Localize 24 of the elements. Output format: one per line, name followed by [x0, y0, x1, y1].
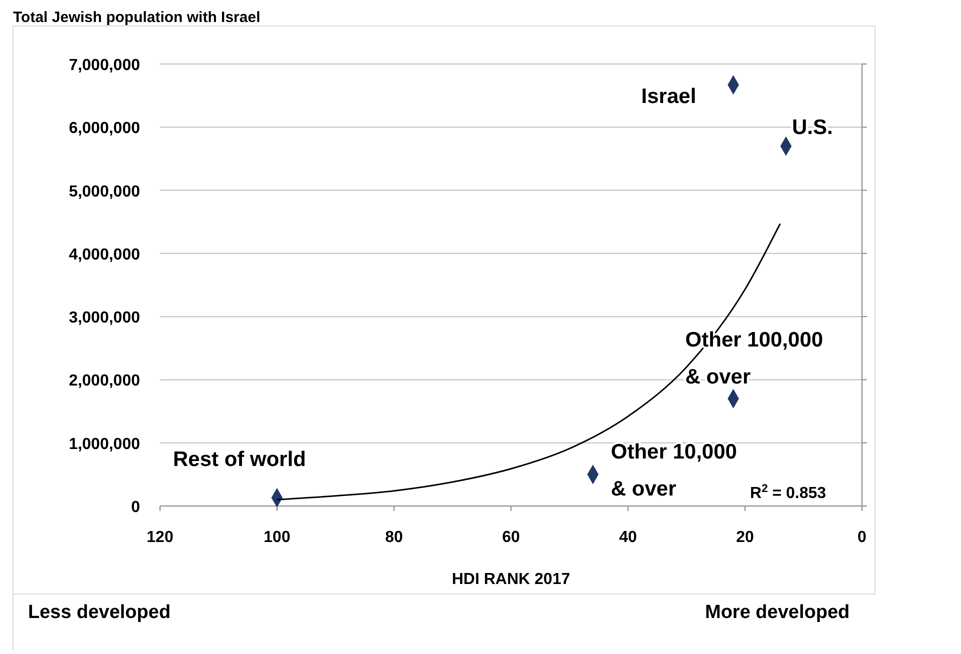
- chart-title: Total Jewish population with Israel: [13, 9, 260, 26]
- text: More developed: [705, 602, 850, 623]
- y-tick-label: 2,000,000: [68, 372, 140, 390]
- annotation: U.S.: [792, 116, 833, 140]
- y-tick-label: 4,000,000: [68, 246, 140, 264]
- x-tick-label: 0: [858, 529, 867, 546]
- x-tick-label: 100: [264, 529, 290, 546]
- x-tick-label: 20: [736, 529, 754, 546]
- y-tick-label: 0: [131, 499, 140, 516]
- x-axis-title: HDI RANK 2017: [452, 571, 570, 588]
- y-tick-label: 6,000,000: [68, 120, 140, 138]
- y-tick-label: 5,000,000: [68, 183, 140, 200]
- x-tick-label: 80: [385, 529, 403, 546]
- annotation: Other 10,000 & over: [610, 440, 737, 500]
- x-tick-label: 60: [502, 529, 520, 546]
- x-tick-label: 120: [146, 529, 174, 546]
- annotation: Rest of world: [173, 448, 306, 471]
- x-tick-label: 40: [619, 529, 637, 546]
- annotation: R$^{2}$ = 0.853: [750, 483, 826, 502]
- y-tick-label: 7,000,000: [68, 57, 140, 74]
- y-tick-label: 1,000,000: [68, 436, 140, 453]
- text: Less developed: [28, 602, 171, 623]
- annotation: Israel: [641, 84, 696, 108]
- y-tick-label: 3,000,000: [68, 310, 140, 327]
